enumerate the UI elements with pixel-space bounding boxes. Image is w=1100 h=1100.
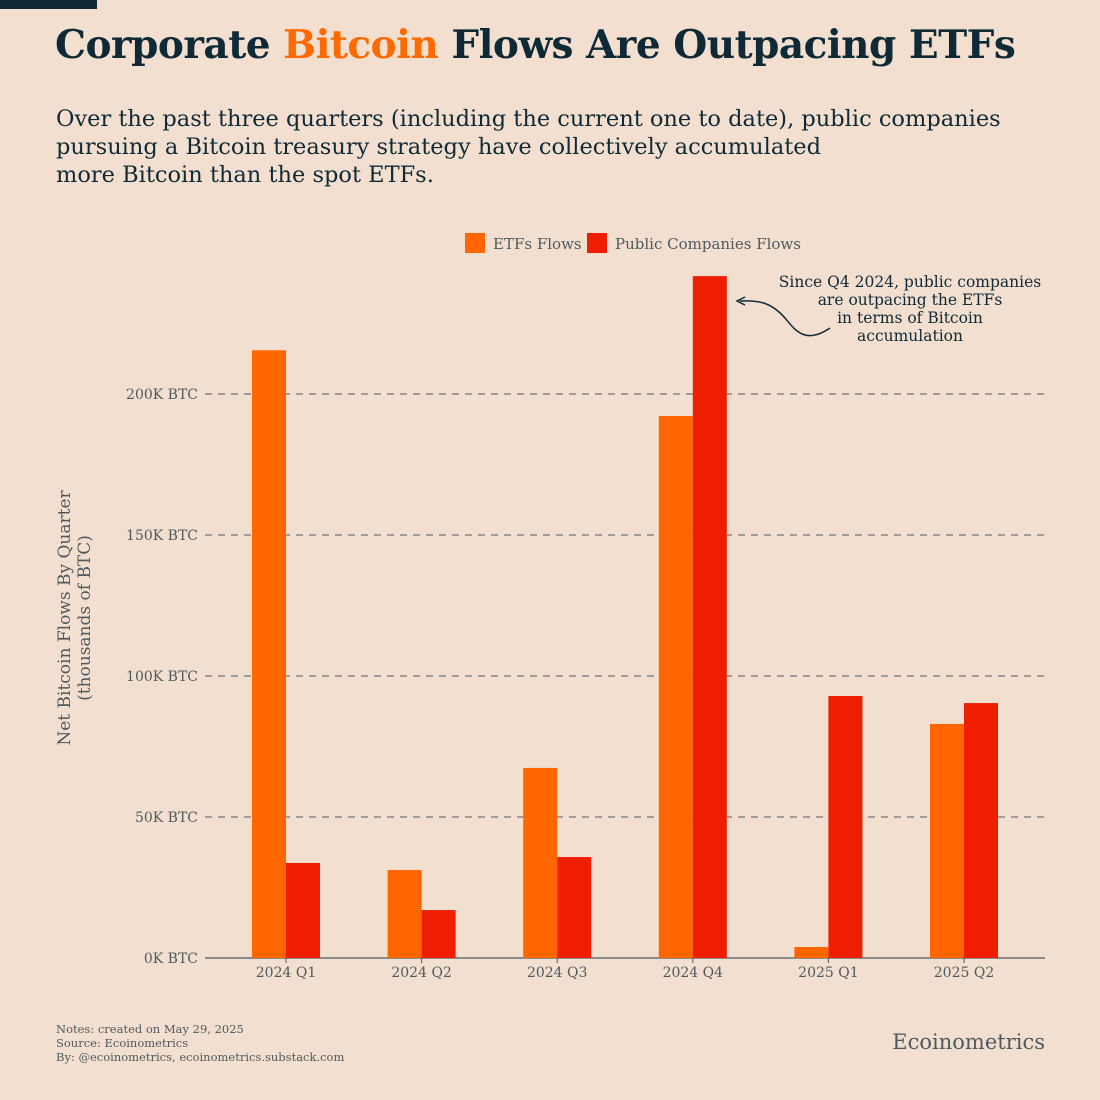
chart-element: (thousands of BTC) [75,535,95,701]
x-tick-label: 2024 Q2 [391,965,451,981]
footer-notes: Notes: created on May 29, 2025 Source: E… [56,1022,345,1064]
chart-element: 0K BTC 50K BTC 100K BTC 150K BTC 200K BTC [126,387,1045,967]
y-tick-label: 200K BTC [126,387,198,403]
chart-element: 2024 Q1 2024 Q2 2024 Q3 2024 Q4 2025 Q1 2025 … [256,958,994,981]
bar-etf-2024-q4 [658,415,693,959]
chart-element: Net Bitcoin Flows By Quarter [55,489,75,745]
chart-title: Corporate Bitcoin Flows Are Outpacing ET… [55,22,1016,68]
x-tick-label: 2024 Q4 [663,965,724,981]
chart-element: Since Q4 2024, public companies [779,273,1041,291]
x-tick-label: 2025 Q2 [934,965,994,981]
chart-element: accumulation [857,327,963,345]
chart-element: in terms of Bitcoin [837,309,983,327]
bar-public-2024-q1 [286,862,320,958]
annotation-arrowhead [735,296,746,306]
bar-etf-2025-q2 [930,723,964,958]
bar-public-2024-q4 [692,276,727,958]
y-axis-label: Net Bitcoin Flows By Quarter (thousands … [55,489,95,745]
bar-public-2024-q3 [557,857,592,958]
top-accent-bar [0,0,97,9]
annotation: Since Q4 2024, public companies are outp… [779,273,1041,345]
legend-label-public: Public Companies Flows [615,235,801,253]
legend-swatch-etf [465,233,485,253]
y-tick-label: 0K BTC [144,951,198,967]
legend-label-etf: ETFs Flows [493,235,582,253]
bar-etf-2024-q1 [252,350,286,958]
bar-public-2025-q2 [964,703,998,958]
legend-swatch-public [587,233,607,253]
x-tick-label: 2024 Q3 [527,965,587,981]
y-tick-label: 100K BTC [126,669,198,685]
x-tick-label: 2024 Q1 [256,965,316,981]
brand-logo-text: Ecoinometrics [892,1030,1045,1054]
bar-public-2024-q2 [421,910,456,958]
chart-subtitle: Over the past three quarters (including … [56,106,1001,188]
annotation-arrow [739,300,831,337]
bar-public-2025-q1 [828,696,863,958]
y-tick-label: 150K BTC [126,528,198,544]
title-highlight: Bitcoin [283,22,439,68]
bar-etf-2024-q3 [523,767,558,958]
chart-element [252,276,998,959]
legend: ETFs Flows Public Companies Flows [465,233,801,253]
bar-etf-2024-q2 [387,870,422,958]
chart-element: are outpacing the ETFs [818,291,1003,309]
x-tick-label: 2025 Q1 [798,965,858,981]
y-tick-label: 50K BTC [135,810,198,826]
bar-etf-2025-q1 [794,947,829,958]
